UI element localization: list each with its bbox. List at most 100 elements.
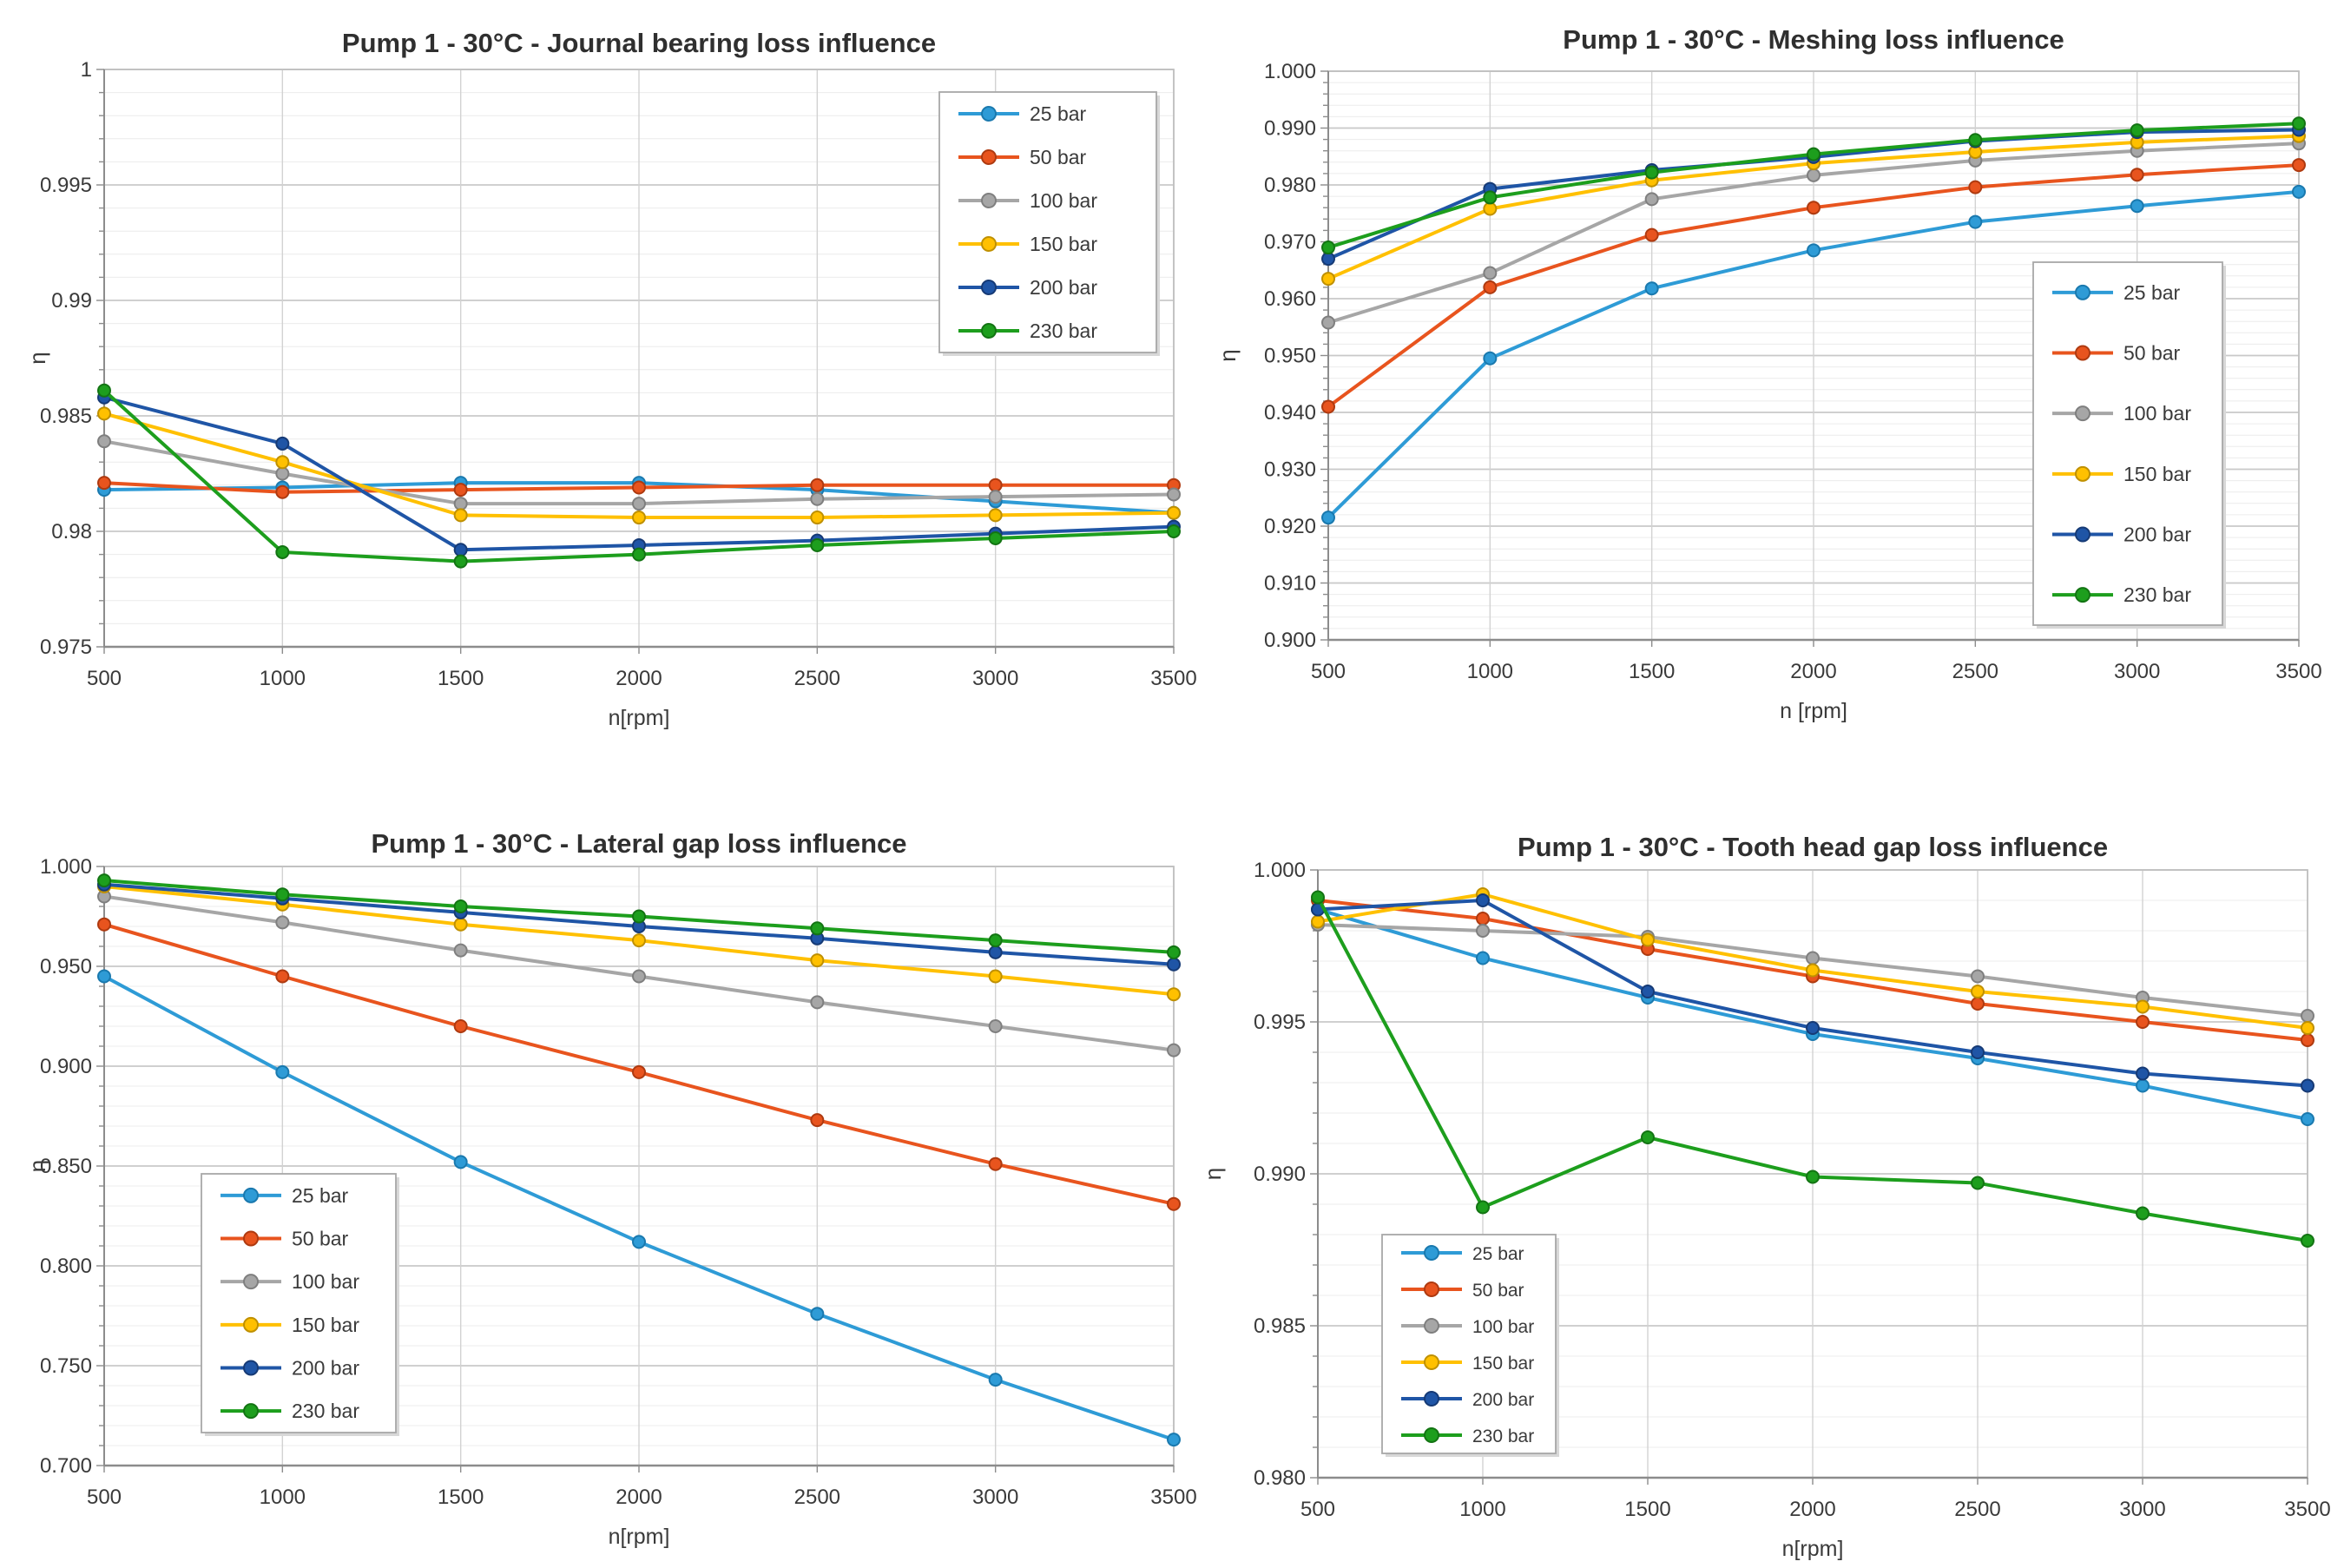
legend-marker — [981, 149, 997, 165]
series-marker — [275, 466, 290, 481]
x-tick-label: 3500 — [1150, 1486, 1196, 1509]
series-marker — [1483, 351, 1498, 366]
legend-label: 150 bar — [292, 1314, 359, 1336]
legend-label: 200 bar — [292, 1357, 359, 1380]
legend-label: 200 bar — [1472, 1390, 1534, 1410]
y-tick-label: 0.985 — [1254, 1314, 1306, 1338]
series-marker — [1644, 227, 1659, 242]
series-marker — [632, 480, 646, 495]
series-marker — [988, 478, 1003, 492]
series-marker — [1476, 924, 1490, 938]
series-marker — [1321, 240, 1335, 255]
legend-label: 150 bar — [1030, 233, 1097, 255]
series-marker — [810, 491, 825, 506]
legend-marker — [1424, 1427, 1439, 1443]
legend-label: 100 bar — [292, 1270, 359, 1293]
series-marker — [988, 490, 1003, 504]
y-tick-label: 0.995 — [40, 174, 92, 197]
series-marker — [2136, 1015, 2150, 1029]
y-tick-label: 0.750 — [40, 1354, 92, 1378]
series-marker — [2136, 1066, 2150, 1081]
legend-marker — [1424, 1245, 1439, 1261]
series-marker — [2301, 1112, 2314, 1126]
legend-label: 50 bar — [2123, 342, 2181, 365]
series-marker — [1807, 243, 1821, 258]
x-tick-label: 500 — [87, 667, 122, 690]
series-marker — [810, 537, 825, 552]
y-tick-label: 0.950 — [40, 955, 92, 978]
series-marker — [275, 887, 290, 902]
legend-marker — [2075, 345, 2091, 361]
series-marker — [1311, 890, 1325, 905]
legend-marker — [243, 1316, 259, 1333]
x-axis-title: n[rpm] — [609, 706, 670, 730]
y-tick-label: 1.000 — [1264, 60, 1316, 83]
x-tick-label: 3500 — [2284, 1498, 2330, 1521]
series-marker — [1476, 1200, 1490, 1215]
series-marker — [2301, 1078, 2314, 1093]
series-marker — [632, 497, 646, 511]
series-marker — [1483, 190, 1498, 205]
series-marker — [2301, 1021, 2314, 1035]
series-marker — [2136, 999, 2150, 1014]
y-tick-label: 1.000 — [1254, 859, 1306, 882]
series-marker — [97, 917, 111, 932]
legend-marker — [243, 1403, 259, 1420]
x-tick-label: 3000 — [972, 1486, 1018, 1509]
series-marker — [632, 511, 646, 525]
series-marker — [97, 383, 111, 398]
x-tick-label: 2500 — [1954, 1498, 2000, 1521]
series-marker — [453, 1155, 468, 1169]
legend-marker — [243, 1230, 259, 1247]
x-tick-label: 2500 — [794, 667, 840, 690]
x-tick-label: 2000 — [616, 1486, 662, 1509]
series-marker — [988, 530, 1003, 545]
y-tick-label: 0.850 — [40, 1155, 92, 1178]
series-marker — [988, 933, 1003, 948]
legend-marker — [1424, 1318, 1439, 1334]
x-tick-label: 3500 — [2275, 660, 2321, 683]
y-tick-label: 0.990 — [1264, 117, 1316, 141]
legend-label: 25 bar — [2123, 281, 2181, 304]
legend-label: 25 bar — [292, 1184, 349, 1207]
legend-marker — [981, 323, 997, 339]
series-marker — [1644, 165, 1659, 180]
y-tick-label: 0.800 — [40, 1255, 92, 1278]
series-marker — [1971, 1045, 1985, 1059]
series-marker — [275, 915, 290, 930]
series-marker — [2301, 1234, 2314, 1248]
series-marker — [1167, 1196, 1181, 1211]
chart-canvas: 1 0.995 0.99 0.985 0.98 0.975 500 1000 1500 2000 2… — [26, 28, 1197, 730]
legend-marker — [981, 280, 997, 295]
series-marker — [2130, 123, 2144, 138]
series-marker — [1167, 524, 1181, 538]
series-marker — [1321, 511, 1335, 525]
y-tick-label: 0.930 — [1264, 458, 1316, 482]
legend-label: 200 bar — [1030, 276, 1097, 299]
legend-label: 230 bar — [292, 1400, 359, 1422]
y-tick-label: 0.970 — [1264, 231, 1316, 254]
series-marker — [1641, 1130, 1655, 1144]
series-marker — [988, 508, 1003, 523]
x-tick-label: 3000 — [2114, 660, 2160, 683]
y-axis-title: η — [26, 352, 50, 364]
series-marker — [97, 476, 111, 491]
legend-label: 230 bar — [1030, 320, 1097, 342]
series-marker — [97, 406, 111, 421]
series-marker — [453, 943, 468, 958]
series-marker — [453, 543, 468, 557]
x-tick-label: 3000 — [972, 667, 1018, 690]
legend-label: 50 bar — [292, 1228, 349, 1250]
legend-marker — [1424, 1354, 1439, 1370]
series-marker — [1806, 1021, 1820, 1035]
legend — [201, 1173, 397, 1433]
x-tick-label: 2500 — [794, 1486, 840, 1509]
legend-label: 100 bar — [1472, 1317, 1534, 1337]
series-marker — [2301, 1009, 2314, 1023]
series-marker — [1476, 912, 1490, 926]
series-marker — [988, 1373, 1003, 1387]
x-tick-label: 500 — [1311, 660, 1346, 683]
series-marker — [810, 953, 825, 968]
series-marker — [1807, 168, 1821, 182]
series-marker — [810, 511, 825, 525]
